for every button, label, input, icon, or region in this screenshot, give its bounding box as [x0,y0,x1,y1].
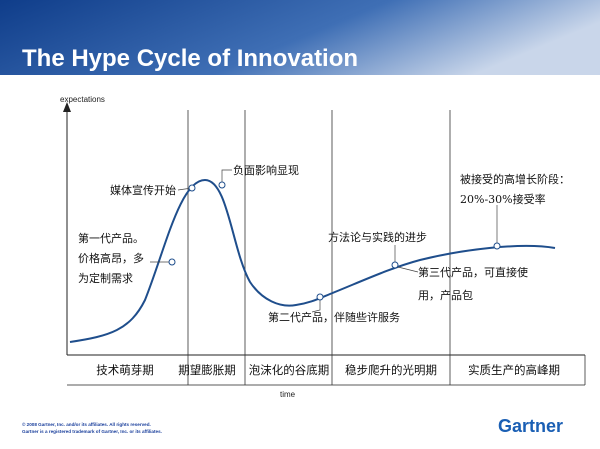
annotation: 负面影响显现 [233,163,299,177]
point [316,293,324,301]
annotation: 20%-30%接受率 [460,192,546,206]
phase-label: 泡沫化的谷底期 [249,363,330,377]
hype-curve [69,178,556,343]
phase-label: 稳步爬升的光明期 [345,363,437,377]
annotation: 第一代产品。 [78,231,144,245]
annotation: 方法论与实践的进步 [328,230,427,244]
phase-label: 实质生产的高峰期 [468,363,560,377]
footer-line: © 2008 Gartner, Inc. and/or its affiliat… [22,421,151,427]
phase-label: 期望膨胀期 [178,363,236,377]
annotation: 第三代产品，可直接使 [418,265,528,279]
point [168,258,176,266]
x-label: time [280,390,296,399]
leader [311,297,321,313]
annotation: 被接受的高增长阶段： [460,172,570,186]
title: The Hype Cycle of Innovation [22,45,358,72]
point [493,242,501,250]
y-label: expectations [60,95,105,104]
annotation: 媒体宣传开始 [110,183,176,197]
point [188,184,196,192]
phase-label: 技术萌芽期 [96,363,154,377]
point [218,181,226,189]
point [391,261,399,269]
header-band [0,0,600,75]
y-arrow [63,102,71,112]
annotation: 为定制需求 [78,271,133,285]
annotation: 第二代产品，伴随些许服务 [268,310,400,324]
annotation: 用，产品包 [418,288,473,302]
logo: Gartner [498,416,563,436]
footer-line: Gartner is a registered trademark of Gar… [22,429,162,434]
leader [221,169,232,185]
annotation: 价格高昂，多 [78,251,144,265]
leader [397,266,419,273]
